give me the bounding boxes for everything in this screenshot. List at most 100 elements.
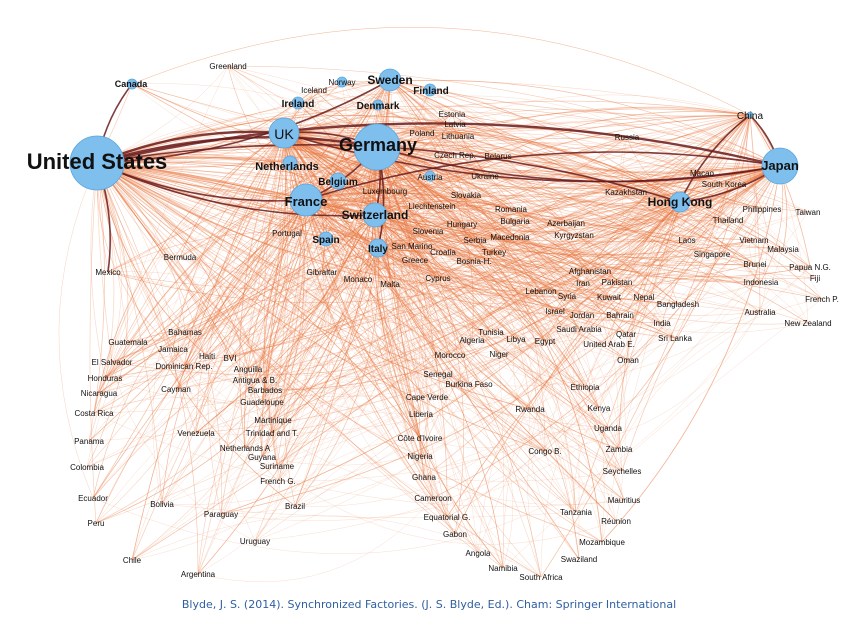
edge-kyrgyzstan-france: [305, 199, 575, 242]
edge-japan-cameroon: [432, 165, 781, 499]
edge-uk-india: [283, 132, 663, 324]
label-cyprus: Cyprus: [425, 274, 450, 283]
edge-hong-kong-equatorial-g: [446, 201, 681, 518]
edge-ukraine-china: [484, 114, 751, 178]
edge-vietnam-azerbaijan: [565, 222, 755, 260]
edge-japan-hungary: [461, 165, 781, 225]
edge-uk-netherlands-a: [239, 132, 285, 449]
edge-indonesia-philippines: [749, 208, 763, 283]
label-united-states: United States: [27, 149, 168, 174]
edge-japan-cape-verde: [426, 165, 781, 398]
edge-macao-angola: [477, 172, 703, 554]
edge-united-states-south-africa: [96, 162, 542, 578]
label-macedonia: Macedonia: [490, 233, 530, 242]
label-south-africa: South Africa: [519, 573, 563, 582]
edge-norway-guyana: [261, 81, 350, 458]
edge-bolivia-ireland: [161, 102, 302, 505]
edge-uk-vietnam: [283, 132, 755, 241]
node-japan: [761, 147, 799, 185]
edge-italy-trinidad-and-t: [271, 247, 379, 434]
edge-japan-poland: [421, 132, 781, 174]
edge-germany-guadeloupe: [261, 146, 378, 403]
edge-r-union-rwanda: [529, 408, 617, 522]
edge-france-guyana: [261, 199, 307, 458]
label-bvi: BVI: [224, 354, 237, 363]
edge-hong-kong-liechtenstein: [431, 187, 681, 207]
label-vietnam: Vietnam: [739, 236, 769, 245]
edge-estonia-belarus: [451, 113, 499, 157]
edge-honduras-italy: [104, 246, 379, 379]
edge-germany-canada: [131, 83, 378, 148]
edge-china-brunei: [749, 114, 756, 265]
label-tanzania: Tanzania: [560, 508, 593, 517]
label-gabon: Gabon: [443, 530, 467, 539]
label-nigeria: Nigeria: [407, 452, 433, 461]
edge-italy-peru: [95, 247, 379, 524]
edge-switzerland-bolivia: [161, 214, 376, 505]
label-peru: Peru: [88, 519, 105, 528]
edge-switzerland-azerbaijan: [374, 214, 567, 230]
edge-new-zealand-austria: [429, 175, 809, 333]
edge-denmark-hungary: [377, 104, 463, 225]
edge-switzerland-thailand: [374, 214, 729, 245]
label-el-salvador: El Salvador: [92, 358, 133, 367]
label-france: France: [285, 194, 328, 209]
edge-switzerland-fiji: [374, 214, 816, 279]
edge-japan-bahrain: [619, 165, 781, 316]
edge-hong-kong-mexico: [107, 201, 681, 303]
label-china: China: [737, 111, 764, 122]
edge-italy-chile: [131, 247, 379, 561]
edge-sweden-australia: [389, 79, 761, 313]
edge-morocco-san-marino: [411, 245, 451, 356]
edge-sweden-new-zealand: [389, 79, 809, 324]
edge-switzerland-malaysia: [374, 214, 784, 250]
edge-sweden-nicaragua: [98, 79, 391, 394]
edge-uk-honduras: [104, 132, 285, 379]
edge-guyana-jordan: [261, 314, 583, 466]
node-ireland: [291, 96, 305, 110]
edge-china-canada: [131, 27, 751, 116]
edge-switzerland-ireland: [297, 102, 376, 216]
edge-united-states-panama: [88, 162, 115, 442]
edge-italy-gabon: [377, 247, 456, 535]
edge-italy-venezuela: [195, 247, 379, 434]
edge-saudi-arabia-bulgaria: [514, 220, 580, 330]
label-ethiopia: Ethiopia: [571, 383, 600, 392]
edge-uk-niger: [283, 132, 500, 355]
label-indonesia: Indonesia: [744, 278, 779, 287]
edge-uk-papua-n-g: [283, 127, 811, 268]
edge-switzerland-nepal: [374, 214, 645, 298]
edge-japan-iran: [582, 165, 781, 284]
label-russia: Russia: [615, 133, 640, 142]
edge-sweden-bahrain: [389, 79, 621, 316]
edge-switzerland-oman: [374, 214, 629, 361]
edge-kenya-south-korea: [598, 183, 725, 409]
edge-switzerland-dominican-rep: [183, 214, 376, 367]
edge-bulgaria-niger: [490, 220, 516, 355]
edge-el-salvador-india: [111, 322, 663, 367]
edge-germany-dominican-rep: [183, 146, 378, 367]
edge-macao-azerbaijan: [565, 166, 703, 224]
edge-sweden-antigua-b: [254, 79, 391, 381]
node-canada: [126, 78, 138, 90]
edge-sweden-india: [389, 79, 663, 324]
edge-japan-canada: [131, 83, 781, 189]
label-anguilla: Anguilla: [234, 365, 263, 374]
edge-switzerland-costa-rica: [93, 214, 376, 414]
edge-uk-pakistan: [283, 132, 618, 283]
edge-sweden-ukraine: [389, 79, 486, 177]
edge-switzerland-macedonia: [374, 214, 511, 238]
label-morocco: Morocco: [435, 351, 466, 360]
edge-italy-swaziland: [377, 247, 580, 560]
edge-malaysia-philippines: [761, 208, 784, 250]
label-nicaragua: Nicaragua: [81, 389, 118, 398]
edge-united-states-colombia: [86, 162, 129, 468]
edge-japan-saudi-arabia: [578, 165, 781, 330]
edge-uk-nicaragua: [98, 132, 285, 394]
edge-seychelles-india: [618, 322, 663, 472]
edge-papua-n-g-burkina-faso: [468, 266, 811, 387]
label-haiti: Haiti: [199, 352, 215, 361]
edge-switzerland-angola: [374, 214, 479, 554]
label-italy: Italy: [368, 244, 388, 255]
edge-bolivia-tanzania: [161, 503, 577, 519]
